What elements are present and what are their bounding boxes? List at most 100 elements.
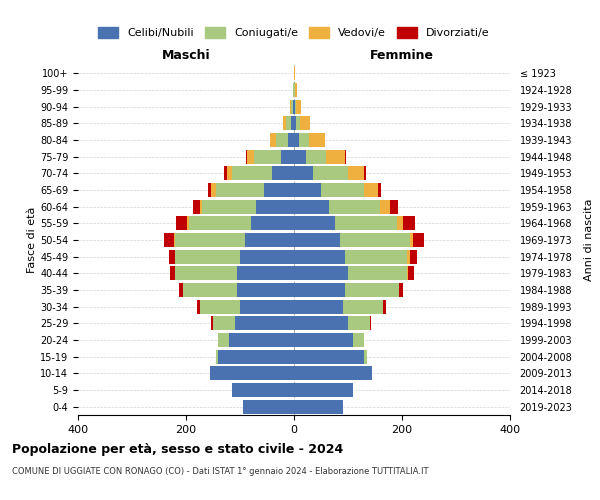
Bar xyxy=(290,100,292,114)
Bar xyxy=(335,216,397,230)
Bar xyxy=(380,200,390,214)
Bar xyxy=(294,183,321,197)
Bar xyxy=(294,383,353,397)
Bar xyxy=(238,283,294,297)
Bar xyxy=(294,250,346,264)
Bar xyxy=(364,166,367,180)
Bar xyxy=(199,200,202,214)
Bar xyxy=(294,316,348,330)
Bar xyxy=(235,316,294,330)
Bar xyxy=(409,266,414,280)
Bar xyxy=(300,116,310,130)
Bar xyxy=(400,283,403,297)
Bar xyxy=(410,250,417,264)
Bar xyxy=(294,333,353,347)
Bar xyxy=(293,100,294,114)
Bar xyxy=(308,133,325,147)
Bar xyxy=(407,250,410,264)
Bar xyxy=(189,216,251,230)
Bar xyxy=(390,200,398,214)
Bar xyxy=(272,166,294,180)
Bar xyxy=(292,116,294,130)
Bar xyxy=(294,66,295,80)
Bar xyxy=(370,316,371,330)
Bar xyxy=(348,166,364,180)
Bar xyxy=(326,150,346,164)
Bar xyxy=(227,166,232,180)
Bar xyxy=(364,350,367,364)
Legend: Celibi/Nubili, Coniugati/e, Vedovi/e, Divorziati/e: Celibi/Nubili, Coniugati/e, Vedovi/e, Di… xyxy=(98,28,490,38)
Bar xyxy=(343,300,383,314)
Bar xyxy=(294,133,299,147)
Bar xyxy=(265,183,294,197)
Bar xyxy=(232,383,294,397)
Bar xyxy=(313,166,348,180)
Bar xyxy=(410,233,413,247)
Bar xyxy=(218,350,294,364)
Bar xyxy=(378,183,382,197)
Bar xyxy=(364,183,378,197)
Bar xyxy=(348,316,370,330)
Bar xyxy=(294,200,329,214)
Bar xyxy=(321,183,364,197)
Bar xyxy=(295,83,297,97)
Bar xyxy=(247,150,254,164)
Bar xyxy=(232,166,272,180)
Bar xyxy=(299,133,308,147)
Text: Femmine: Femmine xyxy=(370,48,434,62)
Bar xyxy=(403,216,415,230)
Bar xyxy=(242,400,294,414)
Bar xyxy=(224,166,227,180)
Bar xyxy=(229,333,294,347)
Bar xyxy=(348,266,407,280)
Bar xyxy=(294,116,296,130)
Bar xyxy=(187,216,188,230)
Y-axis label: Anni di nascita: Anni di nascita xyxy=(584,198,594,281)
Bar xyxy=(240,300,294,314)
Bar xyxy=(211,183,216,197)
Bar xyxy=(275,133,287,147)
Bar xyxy=(294,300,343,314)
Bar xyxy=(296,116,300,130)
Text: Maschi: Maschi xyxy=(161,48,211,62)
Bar xyxy=(211,366,294,380)
Bar xyxy=(176,216,187,230)
Bar xyxy=(294,400,343,414)
Text: COMUNE DI UGGIATE CON RONAGO (CO) - Dati ISTAT 1° gennaio 2024 - Elaborazione TU: COMUNE DI UGGIATE CON RONAGO (CO) - Dati… xyxy=(12,468,428,476)
Bar xyxy=(174,233,175,247)
Bar xyxy=(175,250,240,264)
Bar xyxy=(169,250,175,264)
Bar xyxy=(216,183,265,197)
Bar xyxy=(286,116,292,130)
Bar xyxy=(199,300,240,314)
Bar xyxy=(218,333,229,347)
Bar xyxy=(246,150,247,164)
Bar xyxy=(287,133,294,147)
Bar xyxy=(238,266,294,280)
Bar xyxy=(270,133,275,147)
Bar xyxy=(240,250,294,264)
Text: Popolazione per età, sesso e stato civile - 2024: Popolazione per età, sesso e stato civil… xyxy=(12,442,343,456)
Bar xyxy=(213,316,235,330)
Bar xyxy=(383,300,386,314)
Bar xyxy=(294,233,340,247)
Bar xyxy=(164,233,174,247)
Bar xyxy=(346,283,400,297)
Bar xyxy=(329,200,380,214)
Bar xyxy=(197,300,199,314)
Bar xyxy=(245,233,294,247)
Bar xyxy=(294,366,372,380)
Bar xyxy=(295,100,296,114)
Bar xyxy=(216,350,218,364)
Bar xyxy=(281,150,294,164)
Bar xyxy=(256,200,294,214)
Bar xyxy=(353,333,364,347)
Bar xyxy=(340,233,410,247)
Bar xyxy=(283,116,286,130)
Bar xyxy=(294,216,335,230)
Bar xyxy=(202,200,256,214)
Bar xyxy=(294,283,346,297)
Bar xyxy=(211,316,213,330)
Bar xyxy=(175,233,245,247)
Bar xyxy=(292,100,293,114)
